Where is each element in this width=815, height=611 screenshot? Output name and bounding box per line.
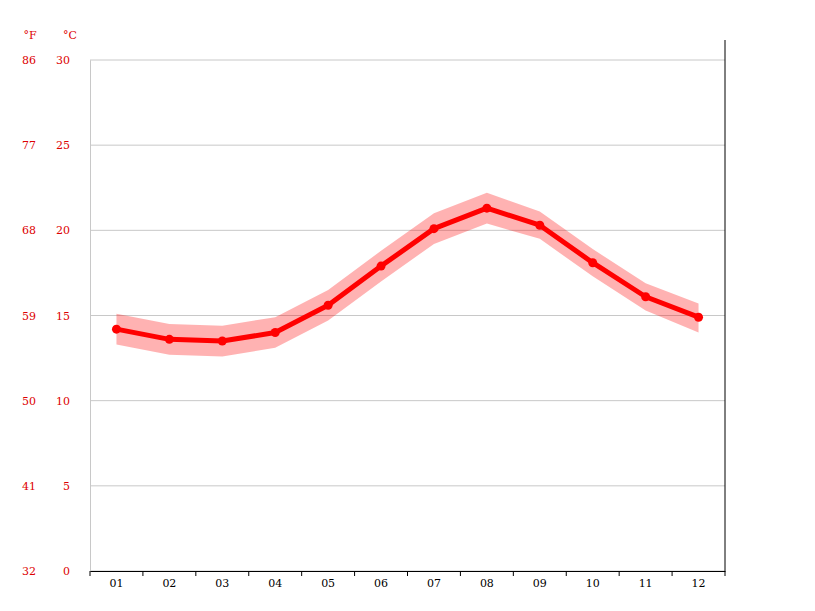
x-tick: 10 [586,571,600,590]
point [429,224,438,233]
month-divider [142,571,143,576]
y2-tick: 68 [22,224,90,237]
x-axis: 01 02 03 04 05 06 07 08 09 10 11 12 [91,571,726,590]
y-tick-label: 5 [63,480,70,493]
x-tick-label: 03 [215,577,229,590]
y2-tick: 86 [22,54,90,67]
point [377,262,386,271]
point [271,328,280,337]
y2-tick: 41 [22,480,90,493]
x-tick-label: 01 [109,577,123,590]
y-tick-label: 20 [56,224,70,237]
y2-tick-label: 77 [22,139,36,152]
x-tick: 12 [692,571,706,590]
y2-tick: 50 [22,395,90,408]
point [324,301,333,310]
month-divider [619,571,620,576]
x-tick: 08 [480,571,494,590]
y-tick: 25 [56,139,90,152]
x-tick: 02 [162,571,176,590]
plot-area [112,193,703,357]
grid-line [90,60,725,61]
month-dividers [90,571,725,576]
month-divider [90,571,91,576]
grid [90,60,725,571]
point [535,221,544,230]
month-divider [301,571,302,576]
grid-line [90,145,725,146]
y-axis-line [90,61,91,572]
month-divider [460,571,461,576]
y-tick: 5 [63,480,90,493]
y2-tick: 77 [22,139,90,152]
y2-tick-label: 59 [22,310,36,323]
y2-axis-title: °F [23,29,37,42]
x-tick: 04 [268,571,282,590]
y-tick: 20 [56,224,90,237]
y2-axis-line [90,61,91,572]
x-tick-label: 06 [374,577,388,590]
y-axis-title: °C [63,29,77,42]
x-tick-label: 04 [268,577,282,590]
y2-tick-label: 68 [22,224,36,237]
point [641,292,650,301]
point [218,337,227,346]
point [112,325,121,334]
x-tick: 11 [639,571,653,590]
y-tick: 30 [56,54,90,67]
y2-tick: 32 [22,565,90,578]
x-tick-label: 08 [480,577,494,590]
grid-line [90,400,725,401]
x-tick-label: 10 [586,577,600,590]
x-tick-label: 05 [321,577,335,590]
x-tick: 06 [374,571,388,590]
y-tick-label: 30 [56,54,70,67]
y-tick: 15 [56,310,90,323]
x-tick-label: 07 [427,577,441,590]
range-band [116,193,698,357]
y-tick: 0 [63,565,90,578]
x-tick-label: 12 [692,577,706,590]
x-tick: 07 [427,571,441,590]
y2-tick: 59 [22,310,90,323]
month-divider [725,571,726,576]
month-divider [672,571,673,576]
x-tick-label: 11 [639,577,653,590]
y2-tick-label: 50 [22,395,36,408]
chart: 05101520253032415059687786°F°C0102030405… [0,0,815,611]
point [482,204,491,213]
y2-tick-label: 86 [22,54,36,67]
y2-axis: 32415059687786 [22,54,91,578]
y-tick-label: 15 [56,310,70,323]
y-tick-label: 25 [56,139,70,152]
grid-line [90,485,725,486]
x-tick-label: 02 [162,577,176,590]
y-axis: 0 5 10 15 20 25 30 [56,54,91,578]
month-divider [513,571,514,576]
x-tick: 01 [109,571,123,590]
month-divider [248,571,249,576]
x-tick: 05 [321,571,335,590]
point [165,335,174,344]
month-divider [354,571,355,576]
month-divider [407,571,408,576]
point [588,258,597,267]
y-tick-label: 0 [63,565,70,578]
line [116,208,698,341]
x-tick: 03 [215,571,229,590]
frame-line [725,40,726,571]
y2-tick-label: 41 [22,480,36,493]
grid-line [90,230,725,231]
point [694,313,703,322]
grid-line [90,315,725,316]
month-divider [566,571,567,576]
y-tick: 10 [56,395,90,408]
y2-tick-label: 32 [22,565,36,578]
x-tick: 09 [533,571,547,590]
month-divider [195,571,196,576]
y-tick-label: 10 [56,395,70,408]
x-tick-label: 09 [533,577,547,590]
